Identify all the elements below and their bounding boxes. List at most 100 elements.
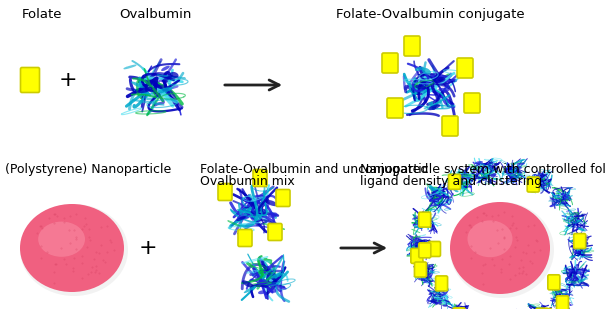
FancyBboxPatch shape	[419, 212, 431, 227]
FancyBboxPatch shape	[387, 98, 403, 118]
Ellipse shape	[478, 180, 482, 183]
Ellipse shape	[557, 300, 564, 303]
Ellipse shape	[443, 299, 450, 303]
Ellipse shape	[517, 166, 522, 169]
Ellipse shape	[493, 178, 498, 180]
Ellipse shape	[459, 174, 463, 176]
FancyBboxPatch shape	[428, 241, 440, 256]
Ellipse shape	[424, 281, 428, 283]
Ellipse shape	[20, 204, 124, 292]
FancyBboxPatch shape	[253, 170, 267, 187]
Ellipse shape	[276, 286, 287, 290]
Ellipse shape	[487, 180, 493, 184]
Ellipse shape	[260, 285, 269, 288]
Ellipse shape	[565, 277, 570, 280]
Ellipse shape	[572, 271, 577, 274]
Ellipse shape	[430, 204, 439, 206]
Ellipse shape	[424, 273, 431, 276]
Text: Ovalbumin mix: Ovalbumin mix	[200, 175, 295, 188]
Ellipse shape	[578, 227, 584, 231]
Ellipse shape	[38, 222, 85, 257]
Ellipse shape	[583, 238, 587, 241]
Ellipse shape	[242, 280, 254, 288]
Ellipse shape	[508, 168, 513, 171]
Ellipse shape	[507, 169, 515, 172]
Ellipse shape	[454, 190, 459, 192]
Ellipse shape	[433, 301, 439, 304]
Ellipse shape	[517, 163, 525, 165]
Text: Nanoparticle system with controlled folate: Nanoparticle system with controlled fola…	[360, 163, 605, 176]
Ellipse shape	[459, 181, 464, 184]
Ellipse shape	[535, 180, 540, 183]
Ellipse shape	[581, 214, 586, 216]
Ellipse shape	[461, 176, 467, 180]
Ellipse shape	[416, 239, 423, 241]
Ellipse shape	[417, 278, 425, 281]
Ellipse shape	[412, 217, 420, 220]
Text: Folate-Ovalbumin and unconjugated: Folate-Ovalbumin and unconjugated	[200, 163, 428, 176]
Ellipse shape	[440, 195, 447, 197]
FancyBboxPatch shape	[382, 53, 398, 73]
Ellipse shape	[429, 186, 437, 190]
Ellipse shape	[531, 181, 538, 184]
Ellipse shape	[161, 66, 170, 71]
Ellipse shape	[566, 196, 570, 198]
Ellipse shape	[419, 224, 427, 226]
Ellipse shape	[428, 292, 434, 295]
FancyBboxPatch shape	[404, 36, 420, 56]
Ellipse shape	[569, 239, 575, 242]
Ellipse shape	[443, 188, 451, 190]
Ellipse shape	[426, 243, 433, 246]
FancyBboxPatch shape	[414, 262, 427, 277]
Ellipse shape	[569, 255, 576, 258]
Ellipse shape	[415, 67, 423, 71]
Ellipse shape	[468, 220, 512, 257]
Ellipse shape	[414, 225, 419, 228]
Ellipse shape	[425, 216, 431, 219]
Ellipse shape	[539, 175, 546, 177]
Ellipse shape	[550, 299, 558, 302]
FancyBboxPatch shape	[411, 248, 423, 263]
Ellipse shape	[419, 215, 424, 218]
Ellipse shape	[566, 224, 573, 226]
FancyBboxPatch shape	[527, 177, 539, 192]
Ellipse shape	[475, 161, 483, 164]
Ellipse shape	[493, 163, 499, 165]
Ellipse shape	[560, 295, 566, 298]
Ellipse shape	[265, 200, 278, 206]
Ellipse shape	[573, 251, 581, 253]
Ellipse shape	[420, 247, 424, 250]
Ellipse shape	[430, 190, 439, 194]
FancyBboxPatch shape	[276, 189, 290, 206]
FancyBboxPatch shape	[453, 308, 465, 309]
Ellipse shape	[574, 251, 581, 255]
Ellipse shape	[438, 88, 450, 91]
Ellipse shape	[575, 279, 579, 281]
FancyBboxPatch shape	[548, 275, 560, 290]
Ellipse shape	[157, 87, 172, 93]
Ellipse shape	[448, 178, 454, 181]
Ellipse shape	[508, 170, 516, 172]
Ellipse shape	[258, 290, 266, 294]
Ellipse shape	[532, 180, 537, 182]
Ellipse shape	[580, 228, 586, 231]
Ellipse shape	[430, 299, 437, 302]
Ellipse shape	[554, 294, 561, 298]
Ellipse shape	[552, 291, 556, 294]
Ellipse shape	[577, 220, 581, 222]
Ellipse shape	[419, 240, 424, 243]
FancyBboxPatch shape	[464, 93, 480, 113]
Ellipse shape	[541, 305, 546, 308]
Ellipse shape	[428, 228, 434, 232]
Ellipse shape	[243, 208, 251, 213]
Ellipse shape	[490, 173, 497, 177]
Ellipse shape	[584, 242, 588, 244]
Ellipse shape	[442, 305, 448, 307]
Ellipse shape	[450, 202, 550, 294]
Ellipse shape	[244, 286, 256, 293]
FancyBboxPatch shape	[21, 67, 39, 92]
Ellipse shape	[237, 216, 249, 219]
Ellipse shape	[422, 68, 431, 75]
Ellipse shape	[170, 72, 178, 78]
Ellipse shape	[161, 75, 172, 82]
